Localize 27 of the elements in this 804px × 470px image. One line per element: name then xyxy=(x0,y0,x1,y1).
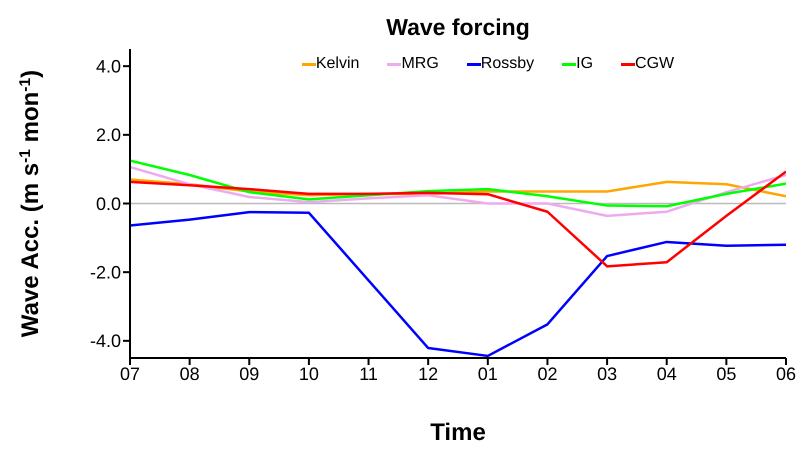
y-tick-label: 2.0 xyxy=(96,125,121,146)
legend-label: CGW xyxy=(635,55,674,73)
x-axis-title: Time xyxy=(430,419,486,446)
x-tick-label: 05 xyxy=(716,364,736,384)
legend-label: Rossby xyxy=(480,55,534,73)
legend-label: MRG xyxy=(401,55,439,73)
legend-label: Kelvin xyxy=(316,55,360,73)
x-tick-label: 12 xyxy=(418,364,438,384)
x-tick-label: 08 xyxy=(180,364,200,384)
legend-label: IG xyxy=(576,55,594,73)
y-tick-label: 4.0 xyxy=(96,56,121,77)
chart-title: Wave forcing xyxy=(385,14,531,41)
y-tick-label: -2.0 xyxy=(90,262,121,283)
line-series xyxy=(130,166,786,218)
y-tick-label: 0.0 xyxy=(96,194,121,214)
x-tick-label: 01 xyxy=(478,364,498,384)
x-tick-label: 07 xyxy=(120,364,140,384)
x-tick-label: 06 xyxy=(776,364,796,384)
x-tick-label: 11 xyxy=(359,364,378,384)
x-tick-label: 03 xyxy=(597,364,618,384)
x-tick-label: 04 xyxy=(656,364,677,384)
x-tick-label: 10 xyxy=(298,364,319,384)
x-tick-label: 09 xyxy=(239,364,260,384)
line-series xyxy=(130,170,786,268)
x-tick-label: 02 xyxy=(537,364,558,384)
y-tick-label: -4.0 xyxy=(90,331,121,352)
line-series xyxy=(130,159,786,208)
